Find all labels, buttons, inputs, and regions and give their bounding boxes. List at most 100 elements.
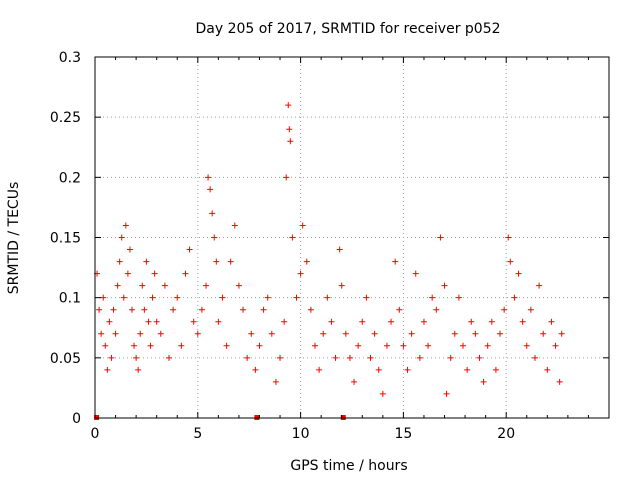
data-point [342, 330, 349, 337]
data-point [515, 270, 522, 277]
y-tick-label: 0.1 [59, 291, 81, 307]
data-point [287, 138, 294, 145]
data-point [511, 294, 518, 301]
data-point [110, 306, 117, 313]
data-point [416, 354, 423, 361]
data-point [388, 318, 395, 325]
data-point [392, 258, 399, 265]
data-point [100, 294, 107, 301]
data-point [203, 282, 210, 289]
data-point [351, 378, 358, 385]
data-point [161, 282, 168, 289]
data-point [299, 222, 306, 229]
data-point [484, 342, 491, 349]
data-point [425, 342, 432, 349]
data-point [256, 342, 263, 349]
data-point [367, 354, 374, 361]
y-tick-label: 0.05 [50, 351, 81, 367]
data-point [198, 306, 205, 313]
data-point [338, 282, 345, 289]
data-point [293, 294, 300, 301]
x-tick-label: 20 [497, 426, 515, 442]
data-point [540, 330, 547, 337]
data-point [283, 174, 290, 181]
data-point [133, 354, 140, 361]
data-point [556, 378, 563, 385]
data-point [147, 342, 154, 349]
data-point [244, 354, 251, 361]
data-point [153, 318, 160, 325]
data-point [106, 318, 113, 325]
data-point [194, 330, 201, 337]
data-point [286, 126, 293, 133]
data-point [468, 318, 475, 325]
data-point [248, 330, 255, 337]
data-point [223, 342, 230, 349]
data-point [219, 294, 226, 301]
x-axis-label: GPS time / hours [290, 458, 407, 474]
data-point [141, 306, 148, 313]
data-point [464, 366, 471, 373]
data-point [320, 330, 327, 337]
data-point [118, 234, 125, 241]
data-point [264, 294, 271, 301]
data-points [94, 102, 565, 420]
data-point [307, 306, 314, 313]
data-point [460, 342, 467, 349]
data-point [120, 294, 127, 301]
x-axis-ticks: 0 5 10 15 20 [91, 57, 589, 442]
data-point [355, 342, 362, 349]
data-point [145, 318, 152, 325]
data-point [379, 390, 386, 397]
data-point [289, 234, 296, 241]
data-point [211, 234, 218, 241]
data-point [124, 270, 131, 277]
data-point [281, 318, 288, 325]
data-point [472, 330, 479, 337]
data-point [400, 342, 407, 349]
data-point [476, 354, 483, 361]
data-point [240, 306, 247, 313]
data-point [112, 330, 119, 337]
data-point [404, 366, 411, 373]
data-point [129, 306, 136, 313]
data-point [213, 258, 220, 265]
data-point [311, 342, 318, 349]
data-point [396, 306, 403, 313]
data-point [497, 330, 504, 337]
data-point [375, 366, 382, 373]
y-tick-label: 0.3 [59, 50, 81, 66]
data-point [227, 258, 234, 265]
data-point [207, 186, 214, 193]
data-point [137, 330, 144, 337]
data-point [108, 354, 115, 361]
data-point [548, 318, 555, 325]
data-point [408, 330, 415, 337]
data-point [443, 390, 450, 397]
data-point [104, 366, 111, 373]
data-point [252, 366, 259, 373]
x-tick-label: 10 [292, 426, 310, 442]
data-point [170, 306, 177, 313]
x-tick-label: 5 [193, 426, 202, 442]
data-point [139, 282, 146, 289]
data-point [135, 366, 142, 373]
data-point [492, 366, 499, 373]
data-point [346, 354, 353, 361]
y-axis-label: SRMTID / TECUs [6, 182, 22, 295]
data-point [190, 318, 197, 325]
y-tick-label: 0.15 [50, 231, 81, 247]
data-point [552, 342, 559, 349]
data-point [324, 294, 331, 301]
data-point [114, 282, 121, 289]
data-point [260, 306, 267, 313]
data-point [102, 342, 109, 349]
data-point [277, 354, 284, 361]
data-point [151, 270, 158, 277]
data-point [488, 318, 495, 325]
data-point [122, 222, 129, 229]
data-point [96, 306, 103, 313]
data-point [332, 354, 339, 361]
y-tick-label: 0.25 [50, 110, 81, 126]
